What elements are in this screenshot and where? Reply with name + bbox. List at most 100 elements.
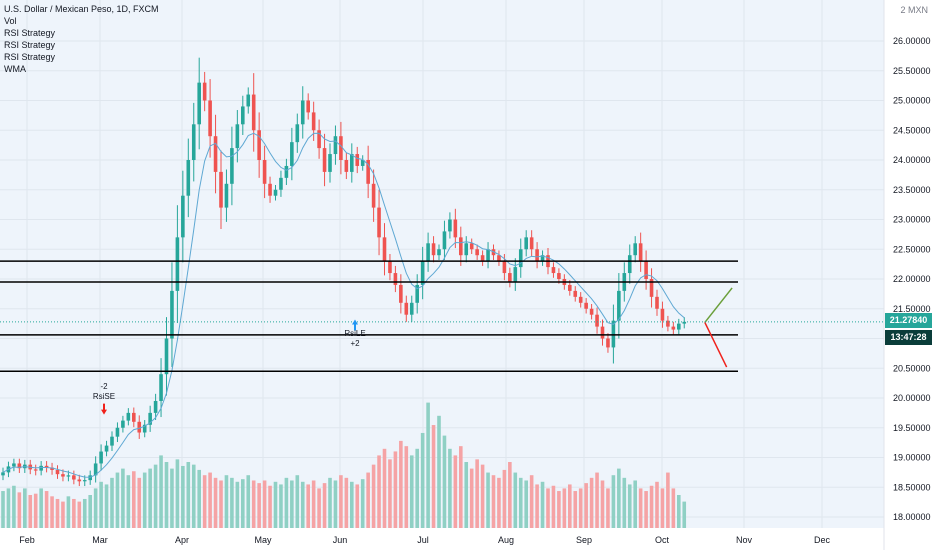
x-tick-label: May	[254, 535, 272, 545]
volume-bar	[328, 477, 332, 528]
volume-bar	[93, 488, 98, 528]
volume-bar	[290, 480, 294, 528]
volume-bar	[268, 485, 272, 528]
candle-body	[17, 463, 22, 469]
volume-bar	[486, 472, 490, 528]
candle-body	[230, 148, 234, 184]
candle-body	[208, 100, 212, 137]
candle-body	[1, 472, 5, 476]
candle-body	[633, 243, 637, 256]
candle-body	[175, 237, 180, 291]
candle-body	[502, 261, 507, 274]
candle-body	[371, 183, 376, 208]
candle-body	[121, 420, 125, 428]
volume-bar	[388, 459, 392, 528]
candle-body	[257, 130, 261, 160]
candle-body	[682, 321, 687, 324]
candle-body	[627, 255, 632, 274]
candle-body	[426, 243, 430, 262]
y-tick-label: 24.50000	[893, 125, 931, 135]
candle-body	[164, 338, 169, 375]
candle-body	[360, 160, 365, 166]
candle-body	[186, 160, 191, 196]
candle-body	[137, 421, 142, 433]
volume-bar	[6, 488, 11, 528]
volume-bar	[459, 446, 463, 528]
candle-body	[82, 480, 87, 482]
volume-bar	[409, 455, 414, 528]
candle-body	[431, 243, 436, 256]
candle-body	[170, 290, 174, 339]
volume-bar	[197, 469, 201, 528]
candle-body	[61, 474, 65, 477]
candle-body	[132, 412, 136, 422]
candle-body	[464, 243, 469, 256]
volume-bar	[284, 477, 289, 528]
legend-wma[interactable]: WMA	[4, 64, 26, 74]
y-tick-label: 19.50000	[893, 423, 931, 433]
time-axis-background	[0, 528, 932, 550]
candle-body	[557, 273, 561, 279]
volume-bar	[627, 484, 632, 528]
y-tick-label: 25.00000	[893, 96, 931, 106]
legend-rsi-1[interactable]: RSI Strategy	[4, 28, 56, 38]
legend-volume[interactable]: Vol	[4, 16, 17, 26]
volume-bar	[404, 446, 409, 528]
volume-bar	[306, 484, 310, 528]
y-tick-label: 26.00000	[893, 36, 931, 46]
volume-bar	[186, 462, 191, 528]
candle-body	[535, 249, 539, 262]
candle-body	[290, 142, 294, 166]
volume-bar	[573, 491, 578, 528]
volume-bar	[584, 483, 588, 528]
volume-bar	[557, 491, 561, 528]
volume-bar	[546, 488, 550, 528]
candle-body	[459, 237, 463, 256]
candle-body	[617, 290, 621, 321]
y-tick-label: 23.50000	[893, 185, 931, 195]
volume-bar	[393, 451, 398, 528]
x-tick-label: Mar	[92, 535, 108, 545]
volume-bar	[551, 485, 556, 528]
legend-rsi-2[interactable]: RSI Strategy	[4, 40, 56, 50]
candle-body	[671, 326, 676, 330]
volume-bar	[415, 448, 419, 528]
volume-bar	[66, 496, 71, 528]
candle-body	[126, 412, 131, 421]
x-tick-label: Sep	[576, 535, 592, 545]
volume-bar	[202, 475, 207, 528]
candle-body	[311, 112, 316, 131]
legend-title[interactable]: U.S. Dollar / Mexican Peso, 1D, FXCM	[4, 4, 159, 14]
volume-bar	[235, 481, 240, 528]
candle-body	[518, 249, 523, 268]
volume-bar	[33, 493, 38, 528]
short-entry-label: RsiSE	[93, 392, 115, 401]
volume-bar	[153, 464, 158, 528]
candle-body	[366, 160, 370, 184]
y-tick-label: 18.00000	[893, 512, 931, 522]
volume-bar	[682, 501, 687, 528]
volume-bar	[540, 481, 545, 528]
x-tick-label: Jul	[417, 535, 429, 545]
candle-body	[513, 267, 518, 282]
volume-bar	[529, 475, 534, 528]
candle-body	[317, 130, 321, 149]
y-tick-label: 22.00000	[893, 274, 931, 284]
volume-bar	[535, 484, 539, 528]
candle-body	[437, 249, 441, 256]
candle-body	[333, 136, 338, 155]
candle-body	[677, 323, 681, 330]
candle-body	[666, 320, 670, 327]
volume-bar	[1, 491, 5, 528]
volume-bar	[355, 484, 360, 528]
volume-bar	[382, 448, 387, 528]
volume-bar	[82, 498, 87, 528]
x-tick-label: Nov	[736, 535, 753, 545]
volume-bar	[677, 495, 681, 528]
volume-bar	[50, 496, 54, 528]
volume-bar	[279, 484, 283, 528]
volume-bar	[246, 475, 251, 528]
legend-rsi-3[interactable]: RSI Strategy	[4, 52, 56, 62]
volume-bar	[595, 472, 599, 528]
